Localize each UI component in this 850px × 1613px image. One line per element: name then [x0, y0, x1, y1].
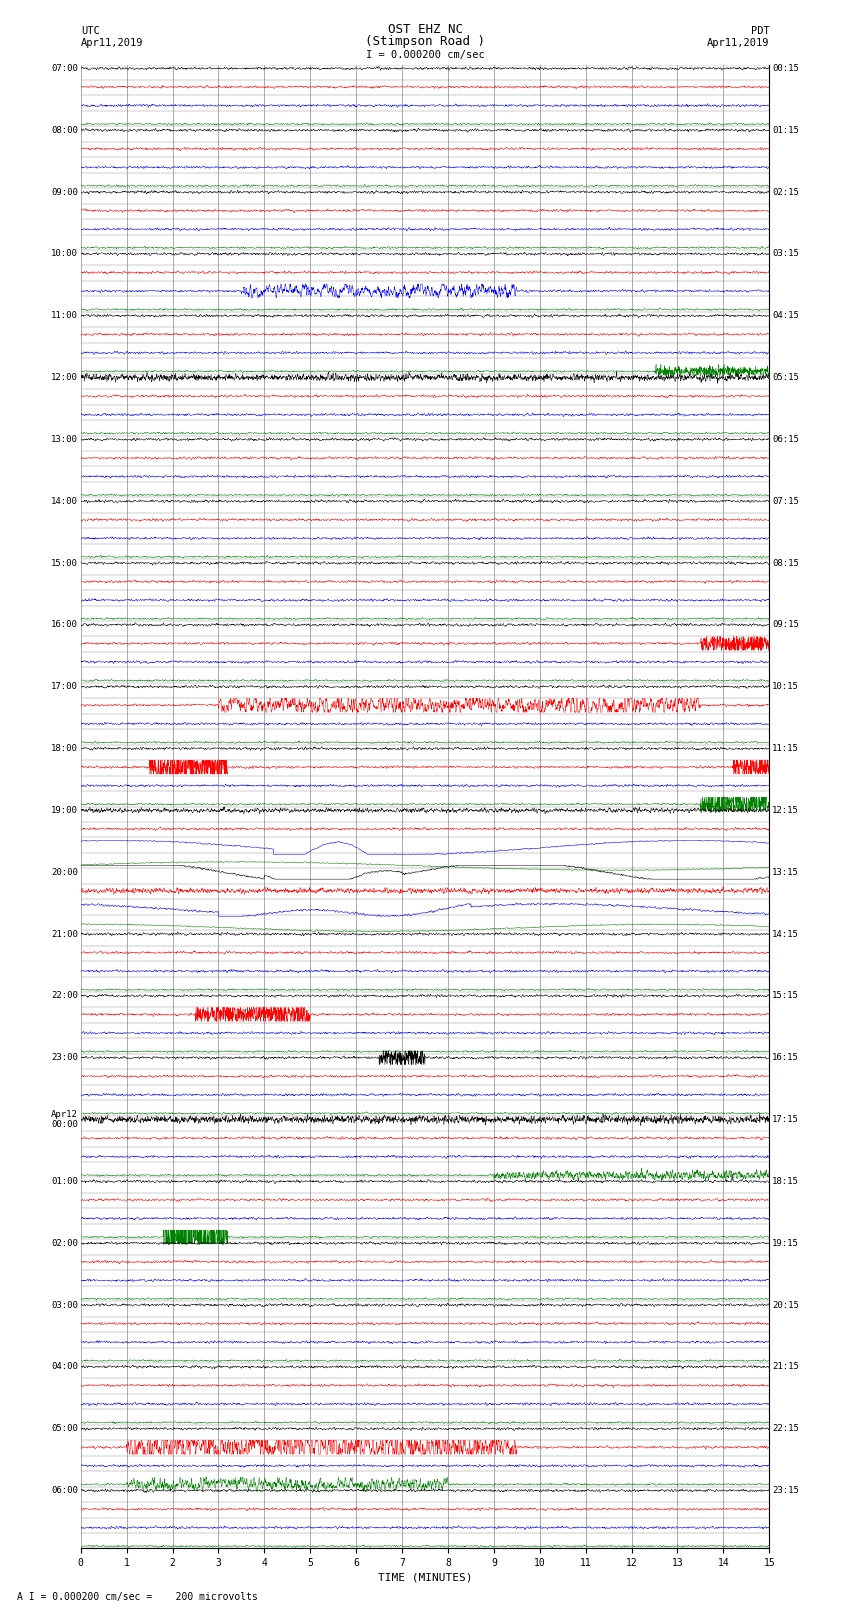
- Text: PDT: PDT: [751, 26, 769, 37]
- Text: OST EHZ NC: OST EHZ NC: [388, 23, 462, 37]
- Text: UTC: UTC: [81, 26, 99, 37]
- Text: Apr11,2019: Apr11,2019: [81, 39, 144, 48]
- Text: A I = 0.000200 cm/sec =    200 microvolts: A I = 0.000200 cm/sec = 200 microvolts: [17, 1592, 258, 1602]
- X-axis label: TIME (MINUTES): TIME (MINUTES): [377, 1573, 473, 1582]
- Text: Apr11,2019: Apr11,2019: [706, 39, 769, 48]
- Text: I = 0.000200 cm/sec: I = 0.000200 cm/sec: [366, 50, 484, 60]
- Text: (Stimpson Road ): (Stimpson Road ): [365, 35, 485, 48]
